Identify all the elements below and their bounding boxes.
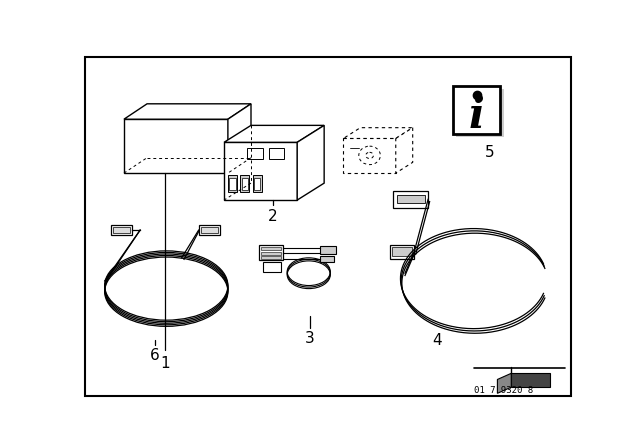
Bar [247, 148, 262, 159]
Bar [254, 178, 260, 190]
Text: 6: 6 [150, 348, 159, 363]
Bar [113, 227, 130, 233]
Text: 2: 2 [268, 209, 277, 224]
Bar [201, 227, 218, 233]
Bar [456, 89, 504, 137]
Bar [228, 176, 237, 192]
Bar [242, 178, 248, 190]
Text: 3: 3 [305, 331, 314, 346]
Bar [261, 252, 281, 255]
Bar [230, 178, 236, 190]
Polygon shape [497, 373, 511, 393]
Bar [269, 148, 284, 159]
Bar [198, 225, 220, 236]
Polygon shape [396, 128, 413, 173]
Polygon shape [344, 138, 396, 173]
Bar [397, 195, 425, 203]
Bar [111, 225, 132, 236]
Polygon shape [124, 104, 251, 119]
Text: 5: 5 [485, 145, 495, 159]
Polygon shape [511, 373, 550, 387]
Bar [253, 176, 262, 192]
Polygon shape [224, 142, 297, 200]
Bar [261, 256, 281, 259]
Bar [452, 86, 500, 134]
Text: 01 7 9320 8: 01 7 9320 8 [474, 386, 533, 396]
Text: 4: 4 [433, 332, 442, 348]
Text: 1: 1 [160, 356, 170, 370]
Bar [261, 247, 281, 250]
Bar [320, 255, 334, 262]
Bar [240, 176, 250, 192]
Polygon shape [344, 128, 413, 138]
Bar [320, 246, 336, 254]
Polygon shape [124, 119, 228, 173]
Polygon shape [224, 125, 324, 142]
Polygon shape [297, 125, 324, 200]
Bar [392, 247, 412, 256]
Polygon shape [228, 104, 251, 173]
Text: i: i [468, 95, 484, 137]
Polygon shape [394, 191, 428, 208]
Bar [259, 245, 284, 260]
Bar [390, 245, 414, 258]
Bar [262, 262, 281, 272]
